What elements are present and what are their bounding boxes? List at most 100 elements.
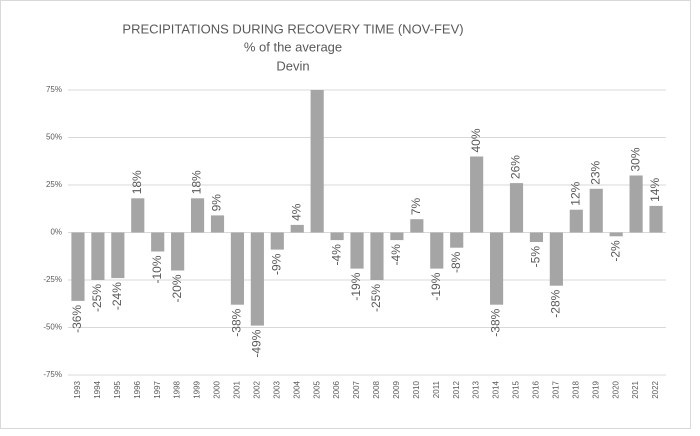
y-tick-label: 0%	[50, 228, 62, 237]
data-label: -28%	[549, 289, 563, 317]
x-tick-label: 2002	[252, 380, 261, 398]
data-label: -8%	[449, 251, 463, 273]
data-label: 18%	[130, 170, 144, 194]
bar	[190, 198, 205, 233]
bar	[649, 205, 663, 233]
x-tick-label: 2020	[611, 380, 620, 398]
y-tick-label: 50%	[46, 133, 62, 142]
data-label: 7%	[409, 198, 423, 216]
data-label: 12%	[568, 181, 582, 205]
bar	[609, 232, 623, 237]
x-tick-label: 2022	[651, 380, 660, 398]
data-label: 9%	[210, 194, 224, 212]
x-tick-label: 2006	[332, 380, 341, 398]
bar	[569, 209, 583, 233]
y-tick-label: 25%	[46, 180, 62, 189]
data-label: 30%	[628, 147, 642, 171]
x-tick-label: 1996	[133, 380, 142, 398]
data-label: 18%	[190, 170, 204, 194]
x-tick-label: 2018	[571, 380, 580, 398]
bar	[509, 183, 524, 233]
bar	[250, 232, 264, 326]
bar	[91, 232, 105, 280]
data-label: -19%	[429, 272, 443, 300]
x-tick-label: 2008	[372, 380, 381, 398]
bar	[230, 232, 245, 305]
data-label: 4%	[289, 203, 303, 221]
x-tick-label: 2004	[292, 380, 301, 398]
bar	[470, 156, 484, 233]
bar	[290, 224, 304, 233]
data-label: -24%	[110, 282, 124, 310]
bar	[270, 232, 284, 250]
chart-subtitle: % of the average	[244, 39, 342, 54]
data-label: -4%	[389, 244, 403, 266]
x-tick-label: 2013	[472, 380, 481, 398]
data-label: -2%	[608, 240, 622, 262]
data-label: -4%	[329, 244, 343, 266]
x-tick-label: 2012	[452, 380, 461, 398]
bar	[330, 232, 344, 241]
x-tick-label: 2009	[392, 380, 401, 398]
data-label: 40%	[469, 128, 483, 152]
y-tick-label: -50%	[43, 323, 62, 332]
x-tick-label: 1998	[173, 380, 182, 398]
bar	[529, 232, 544, 242]
bar	[131, 198, 145, 233]
data-label: -25%	[90, 284, 104, 312]
bar	[589, 188, 603, 233]
data-label: -20%	[170, 274, 184, 302]
data-label: -25%	[369, 284, 383, 312]
bar	[370, 232, 384, 280]
x-tick-label: 2010	[412, 380, 421, 398]
data-label: -36%	[70, 305, 84, 333]
chart-subtitle: Devin	[276, 58, 309, 73]
x-tick-label: 1994	[93, 380, 102, 398]
bar	[390, 232, 404, 241]
data-label: -9%	[269, 253, 283, 275]
data-label: -49%	[250, 329, 264, 357]
data-label: -10%	[150, 255, 164, 283]
x-tick-label: 2007	[352, 380, 361, 398]
bar	[210, 215, 225, 233]
data-label: 23%	[588, 160, 602, 184]
bar	[629, 175, 643, 233]
x-tick-label: 1997	[153, 380, 162, 398]
x-tick-label: 1993	[73, 380, 82, 398]
x-tick-label: 2011	[432, 380, 441, 398]
x-tick-label: 1995	[113, 380, 122, 398]
bar	[171, 232, 185, 271]
x-tick-label: 2019	[591, 380, 600, 398]
bar	[350, 232, 364, 269]
data-label: -38%	[489, 308, 503, 336]
bar	[549, 232, 563, 286]
x-tick-label: 2021	[631, 380, 640, 398]
chart-title: PRECIPITATIONS DURING RECOVERY TIME (NOV…	[122, 21, 463, 36]
y-tick-label: 75%	[46, 85, 62, 94]
y-tick-label: -25%	[43, 275, 62, 284]
y-tick-label: -75%	[43, 370, 62, 379]
bar	[410, 219, 424, 233]
data-label: -19%	[349, 272, 363, 300]
data-label: 14%	[648, 178, 662, 202]
x-tick-label: 2003	[272, 380, 281, 398]
bar	[430, 232, 444, 269]
x-tick-label: 2001	[233, 380, 242, 398]
data-label: -38%	[230, 308, 244, 336]
x-tick-label: 2017	[551, 380, 560, 398]
data-label: -5%	[529, 246, 543, 268]
chart-border	[0, 0, 691, 429]
x-tick-label: 2005	[312, 380, 321, 398]
bar	[489, 232, 504, 305]
bar	[310, 90, 324, 233]
bar	[450, 232, 464, 248]
data-label: 26%	[509, 155, 523, 179]
x-tick-label: 2015	[512, 380, 521, 398]
bar	[151, 232, 165, 252]
bar	[71, 232, 85, 301]
x-tick-label: 2000	[213, 380, 222, 398]
bar	[111, 232, 125, 279]
x-tick-label: 2014	[492, 380, 501, 398]
x-tick-label: 1999	[193, 380, 202, 398]
